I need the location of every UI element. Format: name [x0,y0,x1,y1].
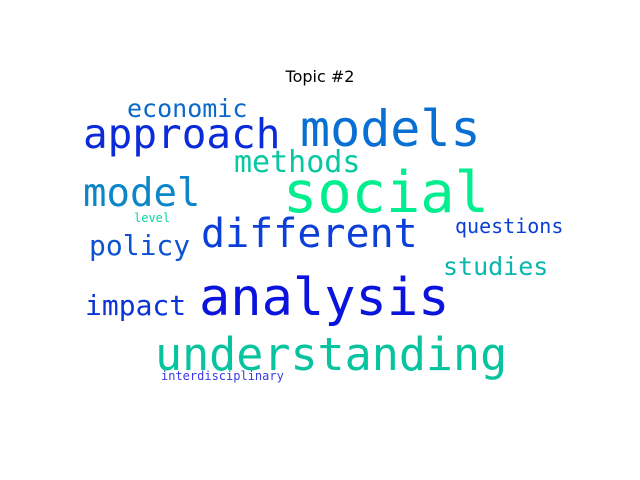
word-impact: impact [85,289,187,322]
word-policy: policy [89,229,191,262]
word-model: model [83,171,201,216]
word-approach: approach [83,110,281,158]
word-different: different [201,211,418,257]
word-understanding: understanding [155,328,508,381]
word-level: level [134,211,171,225]
word-interdisciplinary: interdisciplinary [161,369,284,383]
word-methods: methods [234,145,361,180]
word-studies: studies [443,252,549,281]
figure-title: Topic #2 [285,67,355,86]
word-economic: economic [127,94,248,123]
word-questions: questions [455,214,564,238]
word-models: models [300,100,481,158]
word-social: social [283,160,489,226]
word-analysis: analysis [199,268,450,328]
